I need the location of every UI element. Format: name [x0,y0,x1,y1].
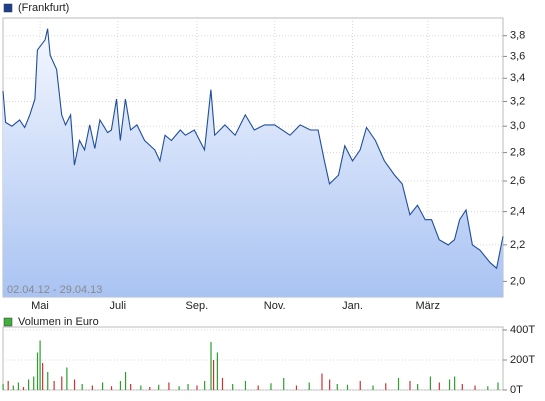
y-tick-label: 3,0 [510,120,525,132]
volume-bar [42,363,44,390]
volume-bar [124,372,127,390]
volume-bar [187,384,189,390]
plot-frame [2,326,504,391]
volume-bar [12,385,14,390]
volume-bar [33,376,35,390]
volume-bar [429,376,431,390]
y-tick-label: 2,8 [510,147,525,159]
x-tick-label: Sep. [186,300,209,312]
x-tick-label: Mai [31,300,49,312]
volume-bar [91,385,93,390]
volume-bar [232,384,234,390]
volume-bar [36,352,39,390]
y-tick-label: 2,0 [510,275,525,287]
volume-bar [372,385,374,390]
volume-bar [101,382,104,390]
legend-swatch [3,317,13,327]
volume-bar [66,367,68,390]
y-tick-label: 3,4 [510,72,525,84]
volume-bar [417,384,419,390]
volume-bar [474,385,476,390]
volume-bar [81,384,83,390]
y-tick-label: 2,4 [510,206,525,218]
y-tick-label: 3,6 [510,50,525,62]
volume-bar [204,381,206,390]
volume-bar [385,383,387,390]
volume-bar [39,340,41,390]
y-tick-label: 0T [510,384,523,396]
volume-bar [257,385,259,390]
legend-swatch [3,3,13,13]
volume-bar [438,382,440,390]
volume-bar [454,376,456,390]
volume-bar [61,376,63,390]
y-tick-label: 200T [510,354,535,366]
volume-bar [158,384,160,390]
volume-bar [461,384,463,390]
y-tick-label: 400T [510,324,535,336]
volume-bar [168,382,170,390]
volume-bar [130,384,132,390]
volume-bar [409,381,411,390]
volume-bar [487,386,489,390]
y-tick-label: 2,6 [510,175,525,187]
legend-label: (Frankfurt) [18,2,69,14]
volume-bar [212,360,215,390]
volume-bar [336,384,338,390]
volume-bar [497,382,499,390]
volume-bar [140,385,142,390]
x-tick-label: März [416,300,440,312]
volume-bar [221,378,224,390]
volume-bar [359,381,361,390]
volume-bar [2,384,4,390]
volume-bar [178,386,180,390]
volume-bar [47,372,49,390]
volume-bar [283,378,285,390]
volume-bar [308,382,310,390]
volume-bar [196,385,198,390]
x-tick-label: Juli [110,300,127,312]
volume-bar [216,352,218,390]
x-tick-label: Nov. [264,300,286,312]
volume-bar [295,385,298,390]
volume-bar [346,384,349,390]
volume-bar [119,381,122,390]
volume-bar [53,381,55,390]
volume-bar [329,379,331,390]
volume-bar [22,387,25,390]
volume-bar [28,379,30,390]
volume-bar [110,386,113,390]
volume-bar [73,379,76,390]
volume-bar [270,383,272,390]
volume-bar [244,381,247,390]
volume-bar [17,382,20,390]
volume-bar [321,373,323,390]
volume-bar [7,381,9,390]
volume-bar [210,342,212,390]
y-tick-label: 2,2 [510,239,525,251]
price-line [2,28,504,270]
x-tick-label: Jan. [342,300,363,312]
volume-bar [448,379,451,390]
y-tick-label: 3,8 [510,30,525,42]
price-area [3,28,503,297]
volume-bar [149,387,151,390]
legend-label: Volumen in Euro [18,316,99,328]
y-tick-label: 3,2 [510,95,525,107]
volume-bar [397,378,400,390]
range-label: 02.04.12 - 29.04.13 [7,284,102,296]
